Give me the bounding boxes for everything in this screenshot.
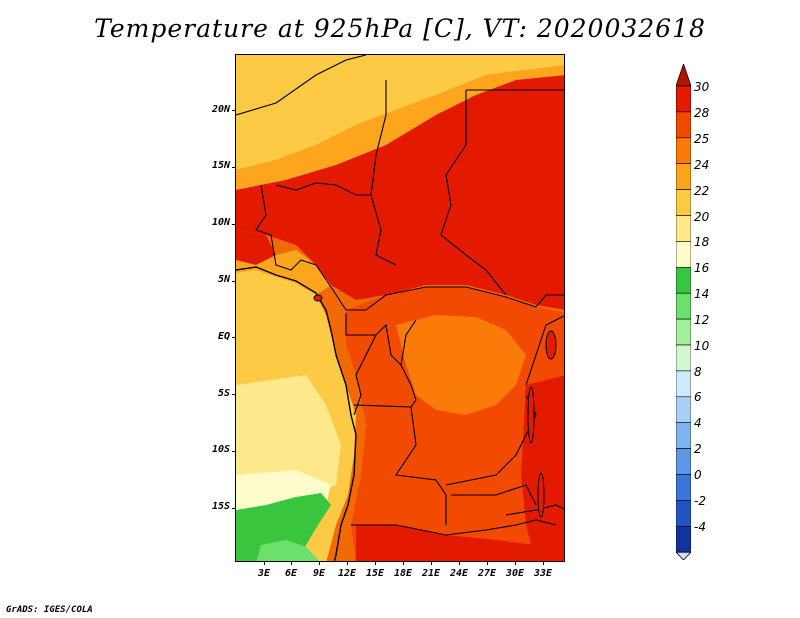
lon-label-33e: 33E xyxy=(533,568,553,579)
lat-tick xyxy=(232,224,236,225)
colorbar-label: 12 xyxy=(694,313,710,327)
warm-field-west-africa xyxy=(236,250,331,295)
colorbar-label: 8 xyxy=(694,365,702,379)
colorbar-label: 18 xyxy=(694,235,710,249)
colorbar xyxy=(676,64,691,560)
great-lakes xyxy=(313,294,557,518)
temperature-map xyxy=(235,54,565,562)
lat-label-eq: EQ xyxy=(217,331,230,342)
lon-tick xyxy=(543,561,544,565)
lon-label-30e: 30E xyxy=(505,568,525,579)
colorbar-label: 25 xyxy=(694,132,710,146)
hot-field-sahel xyxy=(236,75,564,310)
lat-tick xyxy=(232,337,236,338)
lon-tick xyxy=(459,561,460,565)
lon-tick xyxy=(403,561,404,565)
lat-tick xyxy=(232,110,236,111)
colorbar-cell xyxy=(676,448,691,475)
cool-field-southwest xyxy=(236,493,331,561)
lon-tick xyxy=(375,561,376,565)
colorbar-cell xyxy=(676,189,691,216)
colorbar-cell xyxy=(676,111,691,139)
colorbar-label: 0 xyxy=(694,468,702,482)
colorbar-cell xyxy=(676,85,691,113)
lat-label-5s: 5S xyxy=(217,388,230,399)
colorbar-label: -4 xyxy=(694,520,706,534)
colorbar-label: 30 xyxy=(694,80,710,94)
lat-label-15s: 15S xyxy=(211,501,230,512)
lon-label-6e: 6E xyxy=(284,568,298,579)
pale-field-south-atlantic xyxy=(236,375,341,505)
lon-label-3e: 3E xyxy=(257,568,271,579)
lat-label-10n: 10N xyxy=(211,217,230,228)
lon-tick xyxy=(515,561,516,565)
lat-label-15n: 15N xyxy=(211,160,230,171)
colorbar-cell xyxy=(676,525,691,553)
colorbar-cell xyxy=(676,318,691,346)
lon-tick xyxy=(431,561,432,565)
lon-label-9e: 9E xyxy=(312,568,326,579)
colorbar-label: 2 xyxy=(694,442,702,456)
warm-field-north xyxy=(236,55,564,170)
hot-field-west-strip xyxy=(236,230,276,265)
lighter-field-congo-center xyxy=(396,315,526,415)
colorbar-arrow-top xyxy=(676,64,691,87)
lat-tick xyxy=(232,394,236,395)
lat-tick xyxy=(232,508,236,509)
colorbar-label: 20 xyxy=(694,210,710,224)
colorbar-label: 24 xyxy=(694,158,710,172)
credit-text: GrADS: IGES/COLA xyxy=(6,605,93,615)
lon-tick xyxy=(291,561,292,565)
colorbar-cell xyxy=(676,163,691,190)
coastline xyxy=(236,266,357,561)
colorbar-cell xyxy=(676,241,691,268)
lon-label-24e: 24E xyxy=(449,568,469,579)
lon-label-21e: 21E xyxy=(421,568,441,579)
lat-label-10s: 10S xyxy=(211,444,230,455)
colorbar-label: 4 xyxy=(694,416,702,430)
lat-tick xyxy=(232,451,236,452)
lon-label-15e: 15E xyxy=(365,568,385,579)
cool-field-light xyxy=(256,540,320,561)
colorbar-cell xyxy=(676,500,691,527)
colorbar-label: -2 xyxy=(694,494,706,508)
colorbar-cell xyxy=(676,292,691,320)
colorbar-cell xyxy=(676,474,691,501)
map-title: Temperature at 925hPa [C], VT: 202003261… xyxy=(94,14,706,43)
lon-tick xyxy=(487,561,488,565)
lon-label-18e: 18E xyxy=(393,568,413,579)
colorbar-cell xyxy=(676,370,691,398)
lat-label-5n: 5N xyxy=(217,274,230,285)
colorbar-label: 14 xyxy=(694,287,710,301)
lat-tick xyxy=(232,167,236,168)
lon-tick xyxy=(264,561,265,565)
colorbar-cell xyxy=(676,267,691,294)
lat-tick xyxy=(232,281,236,282)
country-borders xyxy=(236,55,564,536)
colorbar-cell xyxy=(676,137,691,165)
lon-label-12e: 12E xyxy=(337,568,357,579)
colorbar-label: 6 xyxy=(694,390,702,404)
hot-field-south xyxy=(356,525,536,561)
lon-tick xyxy=(347,561,348,565)
lon-tick xyxy=(319,561,320,565)
colorbar-cell xyxy=(676,344,691,372)
colorbar-cell xyxy=(676,396,691,423)
colorbar-label: 28 xyxy=(694,106,710,120)
colorbar-arrow-bottom xyxy=(676,551,691,560)
colorbar-label: 16 xyxy=(694,261,710,275)
colorbar-cell xyxy=(676,422,691,449)
colorbar-label: 10 xyxy=(694,339,710,353)
lat-label-20n: 20N xyxy=(211,104,230,115)
lon-label-27e: 27E xyxy=(477,568,497,579)
colorbar-label: 22 xyxy=(694,184,710,198)
colorbar-cell xyxy=(676,215,691,242)
